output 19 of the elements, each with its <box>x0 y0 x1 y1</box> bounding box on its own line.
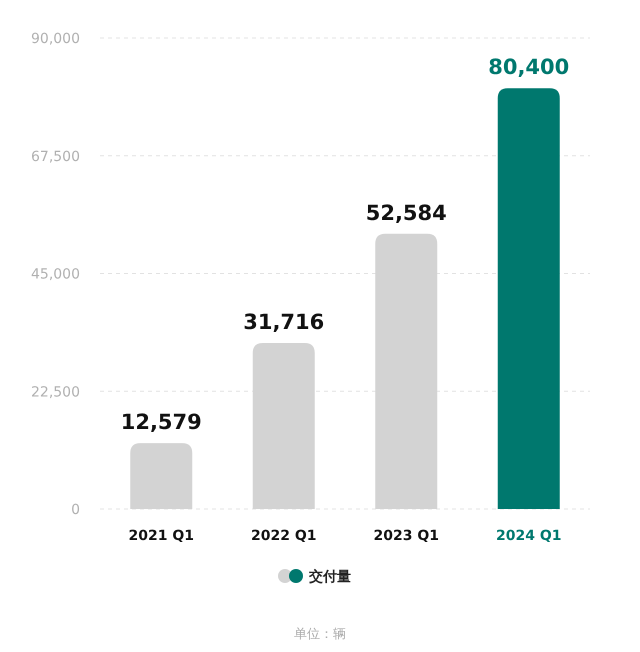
text: 单位：辆 <box>294 627 346 642</box>
data-label: 80,400 <box>488 55 570 80</box>
bar <box>252 343 315 509</box>
bar <box>130 443 192 509</box>
data-label: 12,579 <box>120 410 202 434</box>
x-tick-label: 2021 Q1 <box>128 528 194 544</box>
x-tick-label: 2023 Q1 <box>374 528 439 544</box>
x-tick-label: 2024 Q1 <box>496 528 562 544</box>
y-tick-label: 0 <box>71 502 80 518</box>
data-label: 31,716 <box>243 310 324 334</box>
bar <box>498 88 560 509</box>
data-label: 52,584 <box>366 200 447 225</box>
x-tick-label: 2022 Q1 <box>251 528 316 544</box>
y-tick-label: 90,000 <box>31 31 80 47</box>
bar <box>375 234 438 509</box>
y-tick-label: 67,500 <box>31 148 80 165</box>
legend-label: 交付量 <box>308 568 351 585</box>
y-tick-label: 22,500 <box>31 384 80 400</box>
y-tick-label: 45,000 <box>31 266 80 282</box>
